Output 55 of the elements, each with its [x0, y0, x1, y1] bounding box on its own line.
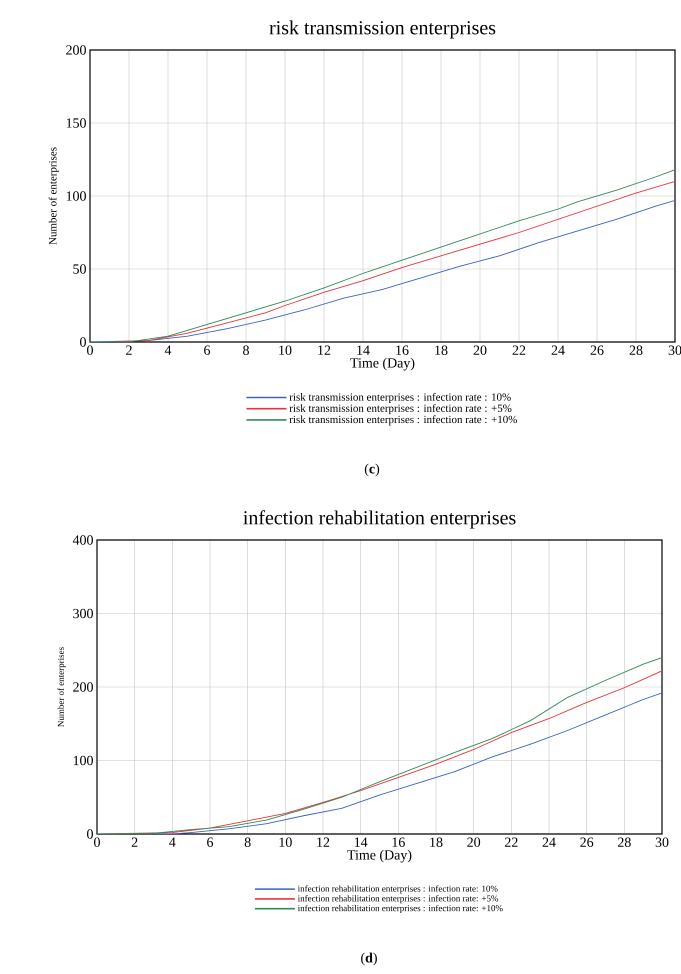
- x-tick-label: 0: [94, 838, 100, 847]
- x-tick-label: 8: [243, 346, 249, 355]
- x-tick-label: 16: [392, 838, 405, 847]
- x-tick-label: 4: [164, 346, 172, 355]
- x-tick-label: 28: [618, 838, 631, 847]
- x-tick-label: 14: [357, 346, 370, 355]
- y-tick-label: 300: [73, 608, 93, 618]
- y-axis-title: Number of enterprises: [57, 647, 66, 727]
- x-tick-label: 28: [630, 346, 642, 355]
- y-tick-label: 200: [66, 45, 86, 55]
- x-axis-title: Time (Day): [350, 358, 414, 370]
- legend-label: risk transmission enterprises : infection rate : +5%: [289, 404, 512, 414]
- chart-title: risk transmission enterprises: [269, 20, 496, 38]
- x-tick-label: 16: [396, 346, 409, 355]
- text: (d): [361, 952, 377, 966]
- y-tick-label: 400: [72, 535, 93, 545]
- y-tick-label: 100: [66, 191, 86, 201]
- x-tick-label: 6: [207, 838, 214, 847]
- y-tick-label: 100: [74, 756, 93, 766]
- x-tick-label: 30: [656, 838, 668, 847]
- x-tick-label: 26: [580, 838, 594, 847]
- x-tick-label: 4: [169, 838, 176, 847]
- y-tick-label: 50: [73, 264, 86, 274]
- y-tick-label: 0: [87, 829, 93, 839]
- x-tick-label: 14: [354, 838, 368, 847]
- x-tick-label: 18: [430, 838, 442, 847]
- legend-label: risk transmission enterprises : infection rate : 10%: [289, 392, 511, 403]
- legend-label: infection rehabilitation enterprises : infection rate: 10%: [298, 885, 498, 894]
- x-tick-label: 30: [668, 346, 681, 355]
- x-tick-label: 2: [132, 838, 138, 847]
- x-axis-title: Time (Day): [347, 850, 412, 862]
- x-tick-label: 10: [280, 838, 292, 847]
- y-tick-label: 150: [66, 118, 86, 128]
- legend-label: risk transmission enterprises : infection rate : +10%: [289, 415, 517, 426]
- y-tick-label: 0: [80, 337, 86, 347]
- y-axis-title: Number of enterprises: [48, 147, 59, 245]
- x-tick-label: 20: [474, 346, 486, 355]
- x-tick-label: 10: [279, 346, 292, 355]
- text: (c): [364, 464, 380, 476]
- x-tick-label: 26: [590, 346, 604, 355]
- legend-label: infection rehabilitation enterprises : infection rate: +10%: [298, 904, 503, 914]
- chart-title: infection rehabilitation enterprises: [243, 510, 516, 528]
- x-tick-label: 20: [467, 838, 480, 847]
- y-tick-label: 200: [73, 682, 93, 692]
- x-tick-label: 24: [542, 838, 556, 847]
- x-tick-label: 12: [317, 838, 330, 847]
- x-tick-label: 2: [126, 346, 132, 355]
- x-tick-label: 22: [512, 346, 526, 355]
- x-tick-label: 12: [318, 346, 330, 355]
- x-tick-label: 18: [435, 346, 448, 355]
- x-tick-label: 24: [552, 346, 565, 355]
- x-tick-label: 8: [244, 838, 251, 847]
- x-tick-label: 6: [204, 346, 210, 355]
- x-tick-label: 22: [504, 838, 518, 847]
- legend-label: infection rehabilitation enterprises : infection rate: +5%: [298, 895, 498, 904]
